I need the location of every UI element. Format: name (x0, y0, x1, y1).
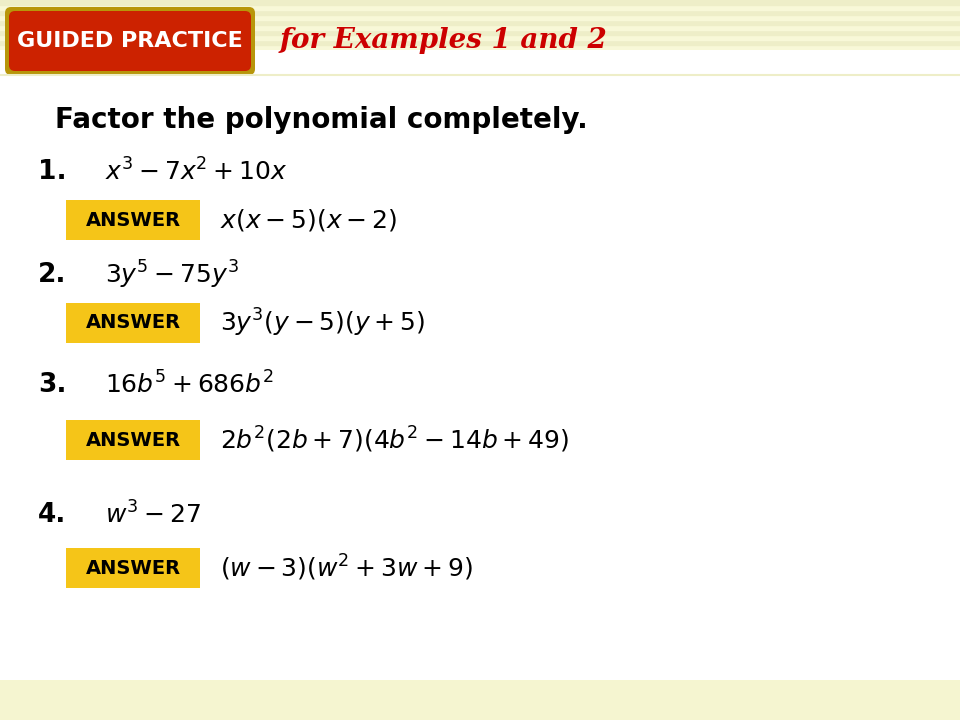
Text: 4.: 4. (38, 502, 66, 528)
Text: for Examples 1 and 2: for Examples 1 and 2 (280, 27, 608, 55)
FancyBboxPatch shape (66, 548, 200, 588)
Text: $3y^5 - 75y^3$: $3y^5 - 75y^3$ (105, 259, 239, 291)
Text: 3.: 3. (38, 372, 66, 398)
Text: 2.: 2. (38, 262, 66, 288)
Text: $x^3 - 7x^2 + 10x$: $x^3 - 7x^2 + 10x$ (105, 158, 287, 186)
FancyBboxPatch shape (0, 50, 960, 680)
Text: $w^3 - 27$: $w^3 - 27$ (105, 501, 201, 528)
Text: $16b^5 + 686b^2$: $16b^5 + 686b^2$ (105, 372, 274, 399)
Text: $2b^2(2b + 7)(4b^2 - 14b + 49)$: $2b^2(2b + 7)(4b^2 - 14b + 49)$ (220, 425, 569, 455)
FancyBboxPatch shape (0, 680, 960, 720)
Text: ANSWER: ANSWER (85, 431, 180, 449)
Text: $x( x - 5 )( x - 2 )$: $x( x - 5 )( x - 2 )$ (220, 207, 397, 233)
FancyBboxPatch shape (5, 7, 255, 75)
Text: ANSWER: ANSWER (85, 313, 180, 333)
Text: GUIDED PRACTICE: GUIDED PRACTICE (17, 31, 243, 51)
Text: 1.: 1. (38, 159, 66, 185)
FancyBboxPatch shape (66, 420, 200, 460)
Text: $3y^3(y  - 5)(y + 5 )$: $3y^3(y - 5)(y + 5 )$ (220, 307, 425, 339)
FancyBboxPatch shape (66, 200, 200, 240)
Text: Factor the polynomial completely.: Factor the polynomial completely. (55, 106, 588, 134)
FancyBboxPatch shape (9, 11, 251, 71)
Text: $(w - 3)(w^2 + 3w + 9)$: $(w - 3)(w^2 + 3w + 9)$ (220, 553, 473, 583)
Text: ANSWER: ANSWER (85, 559, 180, 577)
FancyBboxPatch shape (66, 303, 200, 343)
Text: ANSWER: ANSWER (85, 210, 180, 230)
